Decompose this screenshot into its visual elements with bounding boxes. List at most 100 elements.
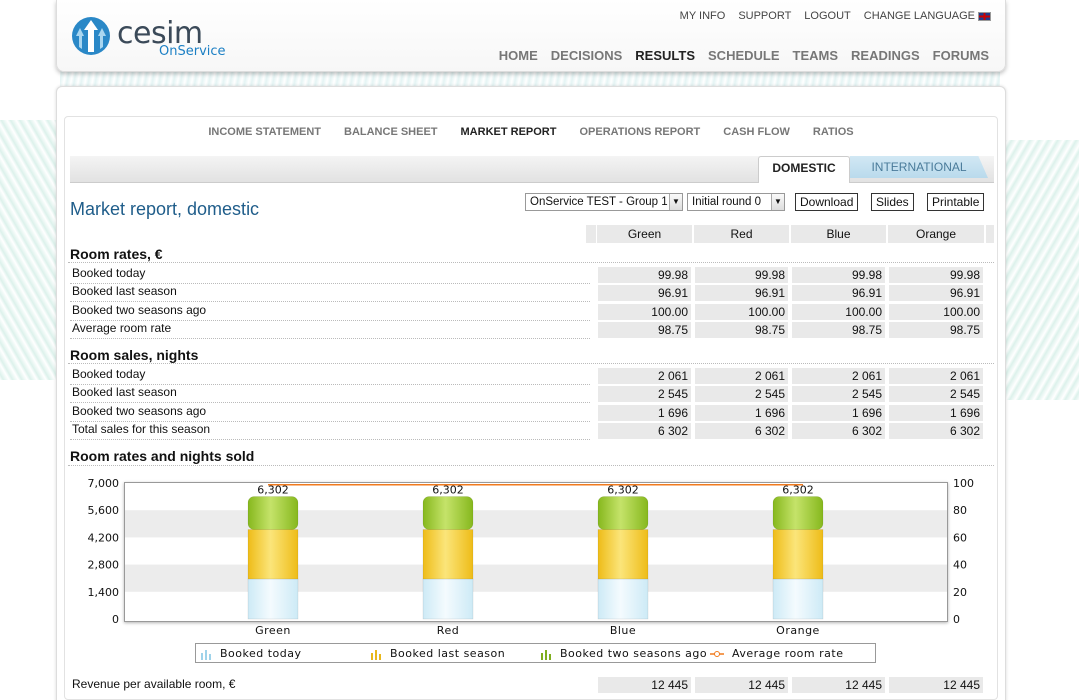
subnav-market-report[interactable]: MARKET REPORT bbox=[460, 126, 557, 138]
group-select-value: OnService TEST - Group 1 bbox=[530, 196, 668, 208]
row-label: Booked last season bbox=[72, 385, 177, 400]
legend-item-booked-two-seasons-ago: Booked two seasons ago bbox=[540, 647, 707, 660]
table-cell: 1 696 bbox=[695, 404, 788, 421]
divider bbox=[70, 319, 590, 321]
legend-item-booked-today: Booked today bbox=[200, 647, 302, 660]
table-cell: 12 445 bbox=[598, 677, 691, 693]
bar-chart-icon bbox=[541, 649, 551, 660]
table-cell: 100.00 bbox=[695, 303, 788, 320]
slides-button[interactable]: Slides bbox=[871, 193, 914, 211]
table-cell: 99.98 bbox=[889, 267, 983, 283]
nav-teams[interactable]: TEAMS bbox=[792, 48, 839, 63]
legend-label: Booked today bbox=[220, 647, 302, 660]
cesim-logo[interactable]: cesim OnService bbox=[71, 14, 231, 62]
table-cell: 98.75 bbox=[792, 321, 885, 338]
table-cell: 98.75 bbox=[598, 321, 691, 338]
table-cell: 1 696 bbox=[598, 404, 691, 421]
column-header-green: Green bbox=[597, 225, 692, 243]
top-links: MY INFO SUPPORT LOGOUT CHANGE LANGUAGE bbox=[680, 10, 991, 22]
subnav-balance-sheet[interactable]: BALANCE SHEET bbox=[344, 126, 438, 138]
download-button[interactable]: Download bbox=[795, 193, 859, 211]
divider bbox=[68, 363, 994, 364]
table-cell: 100.00 bbox=[792, 303, 885, 320]
main-nav: HOME DECISIONS RESULTS SCHEDULE TEAMS RE… bbox=[499, 48, 989, 63]
subnav-operations-report[interactable]: OPERATIONS REPORT bbox=[579, 126, 701, 138]
nav-forums[interactable]: FORUMS bbox=[932, 48, 989, 63]
bar-chart-icon bbox=[371, 649, 381, 660]
right-decoration bbox=[999, 140, 1079, 400]
tab-international[interactable]: INTERNATIONAL bbox=[850, 156, 988, 178]
my-info-link[interactable]: MY INFO bbox=[679, 10, 726, 22]
table-cell: 98.75 bbox=[889, 321, 983, 338]
table-cell: 1 696 bbox=[889, 404, 983, 421]
row-label: Booked today bbox=[72, 266, 146, 280]
nav-home[interactable]: HOME bbox=[498, 48, 538, 63]
line-chart-icon bbox=[710, 650, 724, 657]
logout-link[interactable]: LOGOUT bbox=[804, 10, 851, 22]
table-cell: 100.00 bbox=[889, 303, 983, 320]
divider bbox=[70, 438, 590, 440]
subnav-ratios[interactable]: RATIOS bbox=[812, 126, 854, 138]
table-cell: 2 061 bbox=[889, 368, 983, 384]
column-header-spacer bbox=[586, 225, 596, 243]
table-cell: 96.91 bbox=[695, 285, 788, 302]
table-cell: 1 696 bbox=[792, 404, 885, 421]
subnav-cash-flow[interactable]: CASH FLOW bbox=[723, 126, 790, 138]
row-label: Booked last season bbox=[72, 284, 177, 299]
divider bbox=[68, 465, 994, 466]
legend-label: Booked last season bbox=[390, 647, 506, 660]
divider bbox=[70, 420, 590, 422]
results-subnav: INCOME STATEMENT BALANCE SHEET MARKET RE… bbox=[64, 126, 998, 138]
table-cell: 96.91 bbox=[889, 285, 983, 302]
column-header-spacer bbox=[986, 225, 994, 243]
nav-readings[interactable]: READINGS bbox=[851, 48, 920, 63]
table-cell: 12 445 bbox=[792, 677, 885, 693]
section-room-rates: Room rates, € bbox=[70, 246, 163, 262]
row-label: Booked two seasons ago bbox=[72, 302, 207, 317]
divider bbox=[70, 402, 590, 404]
table-cell: 99.98 bbox=[695, 267, 788, 283]
support-link[interactable]: SUPPORT bbox=[738, 10, 792, 22]
logo-subtext: OnService bbox=[159, 44, 226, 59]
uk-flag-icon bbox=[978, 11, 991, 21]
divider bbox=[70, 301, 590, 303]
tab-domestic[interactable]: DOMESTIC bbox=[758, 156, 850, 183]
subnav-income-statement[interactable]: INCOME STATEMENT bbox=[208, 126, 321, 138]
printable-button[interactable]: Printable bbox=[927, 193, 985, 211]
change-language-link[interactable]: CHANGE LANGUAGE bbox=[864, 10, 991, 22]
table-cell: 2 545 bbox=[889, 386, 983, 403]
row-label: Average room rate bbox=[72, 320, 172, 335]
nav-decisions[interactable]: DECISIONS bbox=[550, 48, 623, 63]
table-cell: 6 302 bbox=[792, 422, 885, 439]
section-chart: Room rates and nights sold bbox=[70, 448, 255, 464]
logo-text: cesim bbox=[117, 16, 203, 51]
round-select-value: Initial round 0 bbox=[692, 196, 762, 208]
legend-label: Average room rate bbox=[732, 647, 844, 660]
chevron-down-icon: ▼ bbox=[669, 194, 682, 210]
nav-results[interactable]: RESULTS bbox=[635, 48, 696, 63]
divider bbox=[70, 283, 590, 284]
table-cell: 2 545 bbox=[695, 386, 788, 403]
divider bbox=[70, 337, 590, 339]
table-cell: 2 061 bbox=[792, 368, 885, 384]
table-cell: 98.75 bbox=[695, 321, 788, 338]
divider bbox=[70, 384, 590, 385]
table-cell: 96.91 bbox=[598, 285, 691, 302]
legend-item-booked-last-season: Booked last season bbox=[370, 647, 505, 660]
table-cell: 6 302 bbox=[695, 422, 788, 439]
round-select[interactable]: Initial round 0 ▼ bbox=[687, 193, 785, 211]
table-cell: 99.98 bbox=[598, 267, 691, 283]
column-header-red: Red bbox=[694, 225, 789, 243]
row-label: Revenue per available room, € bbox=[72, 677, 236, 691]
group-select[interactable]: OnService TEST - Group 1 ▼ bbox=[525, 193, 683, 211]
cesim-logo-icon bbox=[72, 17, 110, 55]
table-cell: 6 302 bbox=[889, 422, 983, 439]
table-cell: 12 445 bbox=[889, 677, 983, 693]
row-label: Booked today bbox=[72, 367, 146, 381]
nav-schedule[interactable]: SCHEDULE bbox=[708, 48, 780, 63]
table-cell: 99.98 bbox=[792, 267, 885, 283]
chart-legend: Booked today Booked last season Booked t… bbox=[195, 643, 876, 663]
table-cell: 2 061 bbox=[695, 368, 788, 384]
legend-label: Booked two seasons ago bbox=[560, 647, 708, 660]
page-title: Market report, domestic bbox=[70, 199, 260, 219]
